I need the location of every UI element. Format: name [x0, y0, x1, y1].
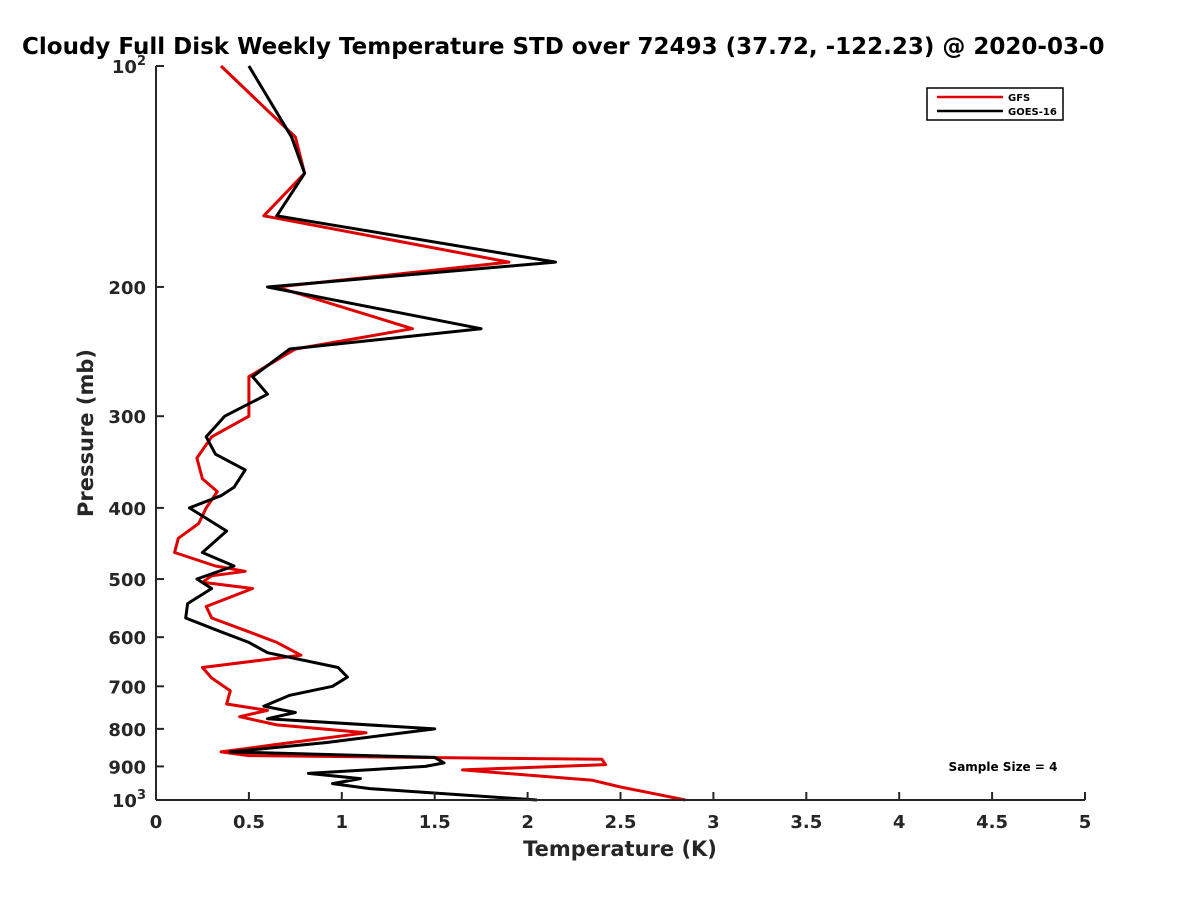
x-tick-label: 4 — [893, 812, 906, 833]
legend: GFS GOES-16 — [926, 87, 1064, 121]
x-tick-label: 3.5 — [790, 812, 822, 833]
y-tick-label: 400 — [108, 499, 146, 520]
y-tick-label: 300 — [108, 407, 146, 428]
y-tick-label: 200 — [108, 278, 146, 299]
x-tick-label: 2 — [521, 812, 534, 833]
y-axis-label: Pressure (mb) — [74, 349, 98, 517]
x-tick-label: 5 — [1079, 812, 1092, 833]
legend-label: GOES-16 — [1008, 107, 1057, 118]
series-line-gfs — [173, 64, 686, 802]
x-tick-label: 2.5 — [605, 812, 637, 833]
y-tick-label: 103 — [112, 788, 146, 812]
x-tick-label: 1.5 — [419, 812, 451, 833]
y-tick-label: 600 — [108, 628, 146, 649]
series-line-goes-16 — [184, 65, 557, 802]
x-tick-label: 0 — [150, 812, 163, 833]
y-tick-label: 102 — [112, 54, 146, 78]
legend-label: GFS — [1008, 93, 1030, 104]
x-tick-label: 3 — [707, 812, 720, 833]
legend-box — [926, 87, 1064, 121]
x-tick-label: 1 — [336, 812, 349, 833]
x-tick-label: 4.5 — [976, 812, 1008, 833]
x-tick-label: 0.5 — [233, 812, 265, 833]
x-axis-label: Temperature (K) — [523, 837, 717, 861]
y-tick-label: 700 — [108, 677, 146, 698]
plot-area: 0 0.5 1 1.5 2 2.5 3 3.5 4 4.5 5 102 200 300 400 500 600 7… — [108, 54, 1091, 833]
y-tick-label: 900 — [108, 757, 146, 778]
chart-title: Cloudy Full Disk Weekly Temperature STD … — [22, 34, 1105, 60]
y-tick-label: 800 — [108, 720, 146, 741]
y-tick-label: 500 — [108, 570, 146, 591]
sample-size-annotation: Sample Size = 4 — [949, 760, 1058, 774]
